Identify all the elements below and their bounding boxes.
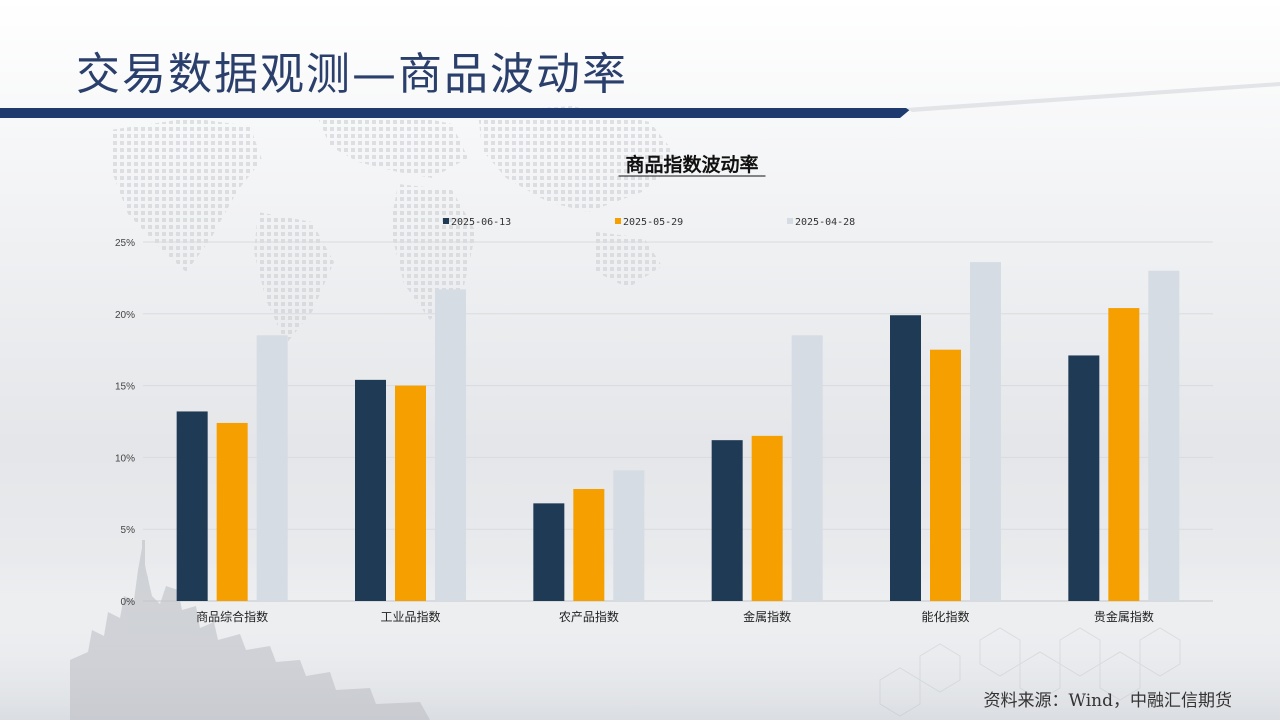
legend-swatch-1 bbox=[443, 218, 449, 224]
bar-series-2-5 bbox=[930, 349, 961, 601]
x-category-label: 农产品指数 bbox=[559, 609, 619, 624]
y-tick-label: 0% bbox=[121, 597, 136, 608]
legend-label-1: 2025-06-13 bbox=[451, 217, 511, 228]
x-category-label: 金属指数 bbox=[743, 609, 791, 624]
bar-series-3-3 bbox=[613, 470, 645, 601]
chart-bars bbox=[176, 262, 1180, 601]
legend-swatch-2 bbox=[615, 218, 621, 224]
legend-swatch-3 bbox=[787, 218, 793, 224]
hexagon-pattern-decoration bbox=[879, 627, 1181, 717]
world-map-dots-decoration bbox=[110, 106, 680, 344]
source-note: 资料来源：Wind，中融汇信期货 bbox=[983, 691, 1232, 711]
header-accent-bar bbox=[0, 108, 912, 118]
city-skyline-decoration bbox=[70, 540, 430, 720]
bar-series-3-5 bbox=[970, 262, 1001, 601]
bar-series-1-1 bbox=[176, 411, 208, 601]
page-title: 交易数据观测—商品波动率 bbox=[76, 49, 628, 100]
bar-series-3-6 bbox=[1148, 270, 1180, 601]
bar-series-1-4 bbox=[711, 440, 743, 601]
bar-series-1-2 bbox=[355, 379, 386, 601]
legend-label-3: 2025-04-28 bbox=[795, 217, 855, 228]
y-tick-label: 10% bbox=[115, 453, 135, 464]
y-tick-label: 20% bbox=[115, 310, 135, 321]
bar-series-3-2 bbox=[435, 289, 466, 601]
legend-label-2: 2025-05-29 bbox=[623, 217, 683, 228]
chart-labels: 商品指数波动率 0% 5% 10% 15% 20% 25% 商品综合指数 工业品指数 农产品指数 金… bbox=[115, 153, 1154, 624]
bar-series-2-6 bbox=[1108, 308, 1140, 601]
chart-title: 商品指数波动率 bbox=[625, 153, 758, 176]
x-category-label: 能化指数 bbox=[921, 609, 969, 624]
y-tick-label: 5% bbox=[121, 525, 136, 536]
chart-gridlines bbox=[143, 241, 1213, 602]
x-category-label: 贵金属指数 bbox=[1094, 609, 1154, 624]
y-tick-label: 15% bbox=[115, 382, 135, 393]
bar-series-1-3 bbox=[533, 503, 565, 601]
x-category-label: 商品综合指数 bbox=[196, 609, 268, 624]
x-category-label: 工业品指数 bbox=[380, 609, 440, 624]
bar-series-2-1 bbox=[216, 422, 248, 601]
bar-series-3-1 bbox=[256, 335, 288, 601]
bar-series-2-2 bbox=[395, 385, 426, 601]
bar-series-2-4 bbox=[751, 435, 783, 601]
bar-series-1-5 bbox=[890, 315, 921, 601]
bar-series-3-4 bbox=[791, 335, 823, 601]
bar-series-1-6 bbox=[1068, 355, 1100, 601]
y-tick-label: 25% bbox=[115, 238, 135, 249]
bar-series-2-3 bbox=[573, 488, 605, 601]
